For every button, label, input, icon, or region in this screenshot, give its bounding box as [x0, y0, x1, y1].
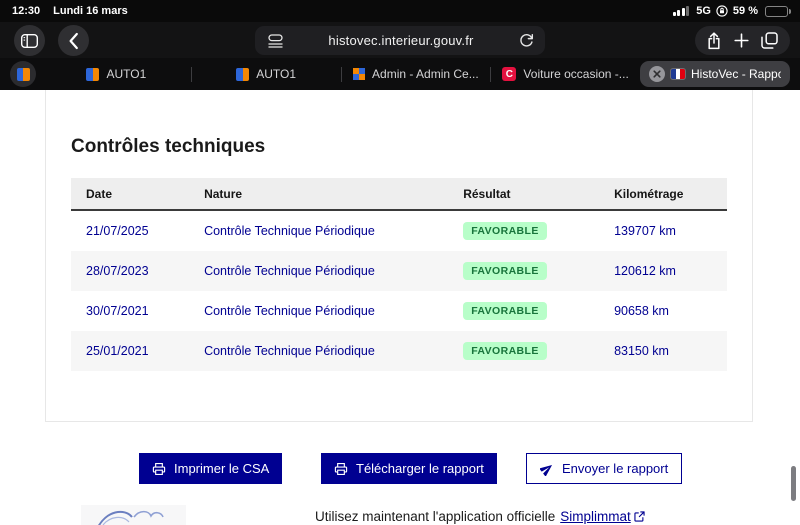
reload-icon[interactable] [519, 33, 534, 48]
cell-kilometrage: 139707 km [614, 224, 676, 238]
cell-date: 30/07/2021 [86, 304, 149, 318]
close-icon [653, 70, 661, 78]
auto1-favicon [16, 67, 30, 81]
tab-label: Voiture occasion -... [523, 67, 629, 81]
status-bar: 12:30 Lundi 16 mars 5G 59 % [0, 0, 800, 22]
cell-kilometrage: 83150 km [614, 344, 669, 358]
status-badge: FAVORABLE [463, 302, 547, 320]
printer-icon [334, 462, 348, 475]
tab-overview-button[interactable] [761, 32, 778, 49]
page-content: Contrôles techniques Date Nature Résulta… [0, 90, 800, 525]
marianne-sketch-icon [98, 510, 164, 525]
tab-label: AUTO1 [256, 67, 297, 81]
tab-auto1-1[interactable]: AUTO1 [42, 58, 191, 90]
battery-icon [765, 5, 791, 17]
tab-bar: AUTO1 AUTO1 Admin - Admin Ce... C Voitur… [0, 58, 800, 90]
print-csa-button[interactable]: Imprimer le CSA [139, 453, 283, 484]
cell-date: 25/01/2021 [86, 344, 149, 358]
button-label: Télécharger le rapport [356, 461, 484, 476]
column-header-nature: Nature [204, 186, 243, 201]
sidebar-button[interactable] [14, 25, 45, 56]
cellular-signal-icon [672, 6, 690, 16]
tab-admin[interactable]: Admin - Admin Ce... [342, 58, 491, 90]
simplimmat-logo-image [81, 505, 186, 525]
tab-label: Admin - Admin Ce... [372, 67, 479, 81]
auto1-favicon [236, 67, 250, 81]
cell-resultat: FAVORABLE [448, 262, 599, 280]
status-badge: FAVORABLE [463, 222, 547, 240]
tab-label: HistoVec - Rapport... [691, 67, 781, 81]
controles-techniques-table: Date Nature Résultat Kilométrage 21/07/2… [71, 178, 727, 371]
orientation-lock-icon [716, 5, 728, 17]
tab-strip: AUTO1 AUTO1 Admin - Admin Ce... C Voitur… [42, 58, 790, 90]
cell-date: 28/07/2023 [86, 264, 149, 278]
status-badge: FAVORABLE [463, 262, 547, 280]
sidebar-icon [21, 33, 38, 48]
cell-kilometrage: 120612 km [614, 264, 676, 278]
button-label: Envoyer le rapport [562, 461, 669, 476]
button-label: Imprimer le CSA [174, 461, 270, 476]
admin-favicon [353, 68, 366, 80]
column-header-date: Date [86, 186, 113, 201]
send-report-button[interactable]: Envoyer le rapport [526, 453, 683, 484]
url-text: histovec.interieur.gouv.fr [328, 33, 474, 48]
download-report-button[interactable]: Télécharger le rapport [321, 453, 497, 484]
report-card: Contrôles techniques Date Nature Résulta… [45, 90, 753, 422]
table-row: 30/07/2021 Contrôle Technique Périodique… [71, 291, 727, 331]
app-promo-banner: Utilisez maintenant l'application offici… [315, 509, 645, 524]
back-button[interactable] [58, 25, 89, 56]
link-label: Simplimmat [560, 509, 631, 524]
cell-nature: Contrôle Technique Périodique [204, 344, 375, 358]
address-bar[interactable]: histovec.interieur.gouv.fr [255, 26, 545, 55]
cell-nature: Contrôle Technique Périodique [204, 224, 375, 238]
clock: 12:30 [12, 5, 41, 17]
column-header-resultat: Résultat [463, 186, 511, 201]
send-plane-icon [540, 464, 553, 476]
tab-auto1-2[interactable]: AUTO1 [192, 58, 341, 90]
cell-resultat: FAVORABLE [448, 222, 599, 240]
browser-toolbar: histovec.interieur.gouv.fr [0, 22, 800, 58]
cell-kilometrage: 90658 km [614, 304, 669, 318]
toolbar-right-group [695, 26, 790, 55]
status-right: 5G 59 % [672, 5, 791, 17]
cell-resultat: FAVORABLE [448, 302, 599, 320]
cell-date: 21/07/2025 [86, 224, 149, 238]
table-row: 25/01/2021 Contrôle Technique Périodique… [71, 331, 727, 371]
auto1-favicon [86, 67, 100, 81]
new-tab-button[interactable] [733, 33, 749, 48]
section-heading: Contrôles techniques [71, 136, 266, 157]
page-settings-icon[interactable] [268, 33, 283, 48]
status-left: 12:30 Lundi 16 mars [12, 5, 128, 17]
printer-icon [152, 462, 166, 475]
date-label: Lundi 16 mars [53, 5, 128, 17]
tab-divider [190, 66, 192, 82]
tab-histovec-active[interactable]: HistoVec - Rapport... [640, 61, 790, 87]
tab-bar-favicon-button[interactable] [10, 61, 36, 87]
chevron-left-icon [68, 32, 79, 50]
battery-percent-label: 59 % [732, 5, 758, 17]
tab-divider [490, 66, 492, 82]
share-button[interactable] [707, 31, 721, 50]
tab-label: AUTO1 [106, 67, 147, 81]
tab-divider [340, 66, 342, 82]
close-tab-button[interactable] [649, 66, 665, 82]
cell-nature: Contrôle Technique Périodique [204, 304, 375, 318]
france-flag-favicon [670, 68, 686, 80]
table-row: 28/07/2023 Contrôle Technique Périodique… [71, 251, 727, 291]
cell-nature: Contrôle Technique Périodique [204, 264, 375, 278]
table-header-row: Date Nature Résultat Kilométrage [71, 178, 727, 211]
cell-resultat: FAVORABLE [448, 342, 599, 360]
lacentrale-favicon: C [502, 67, 517, 81]
external-link-icon [634, 511, 645, 522]
scrollbar-thumb[interactable] [791, 466, 796, 501]
promo-text: Utilisez maintenant l'application offici… [315, 509, 556, 524]
simplimmat-link[interactable]: Simplimmat [560, 509, 645, 524]
status-badge: FAVORABLE [463, 342, 547, 360]
network-type-label: 5G [696, 5, 711, 17]
table-row: 21/07/2025 Contrôle Technique Périodique… [71, 211, 727, 251]
tab-voiture-occasion[interactable]: C Voiture occasion -... [491, 58, 640, 90]
column-header-kilometrage: Kilométrage [614, 186, 684, 201]
